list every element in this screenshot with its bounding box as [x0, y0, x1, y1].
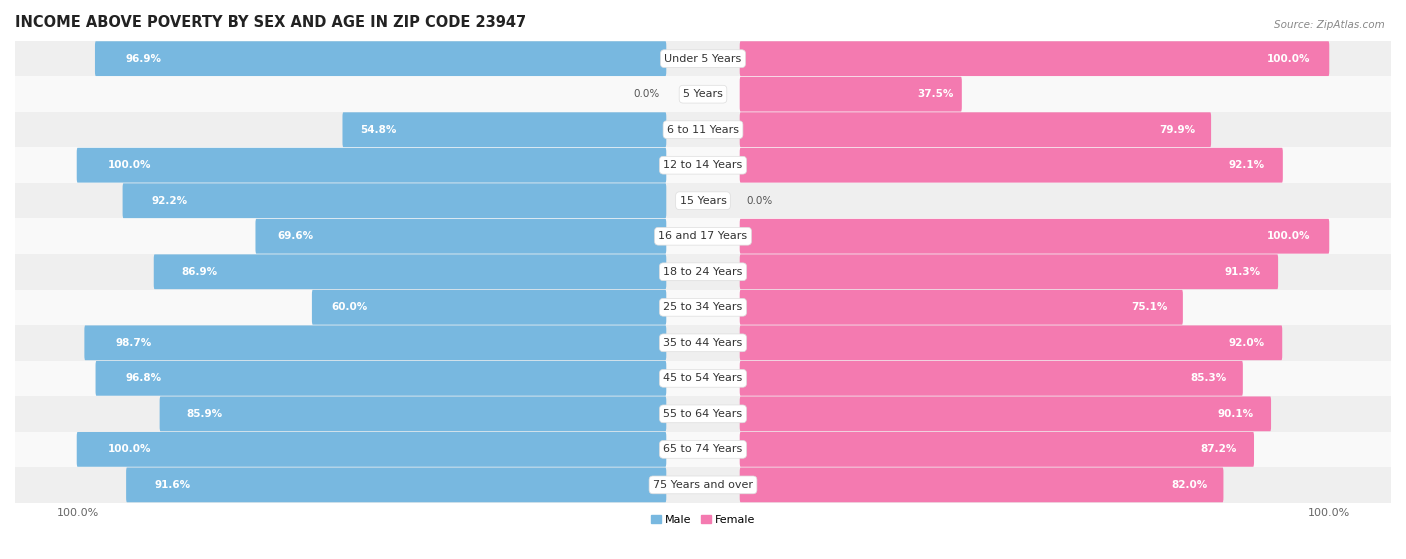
Legend: Male, Female: Male, Female — [647, 510, 759, 529]
Text: 55 to 64 Years: 55 to 64 Years — [664, 409, 742, 419]
Text: 96.8%: 96.8% — [125, 373, 162, 383]
Text: 5 Years: 5 Years — [683, 89, 723, 99]
Text: Source: ZipAtlas.com: Source: ZipAtlas.com — [1274, 20, 1385, 30]
Text: 86.9%: 86.9% — [181, 267, 217, 277]
Bar — [15, 467, 1391, 503]
Text: INCOME ABOVE POVERTY BY SEX AND AGE IN ZIP CODE 23947: INCOME ABOVE POVERTY BY SEX AND AGE IN Z… — [15, 15, 526, 30]
FancyBboxPatch shape — [77, 432, 666, 467]
Text: 25 to 34 Years: 25 to 34 Years — [664, 302, 742, 312]
Bar — [15, 396, 1391, 432]
Bar — [15, 290, 1391, 325]
Text: 98.7%: 98.7% — [115, 338, 152, 348]
Bar — [15, 325, 1391, 361]
Text: 79.9%: 79.9% — [1160, 125, 1195, 135]
Text: 90.1%: 90.1% — [1218, 409, 1254, 419]
FancyBboxPatch shape — [740, 325, 1282, 360]
Text: 92.2%: 92.2% — [152, 196, 187, 206]
FancyBboxPatch shape — [343, 112, 666, 147]
Text: 69.6%: 69.6% — [277, 231, 314, 241]
Text: 92.1%: 92.1% — [1229, 160, 1265, 170]
FancyBboxPatch shape — [84, 325, 666, 360]
Text: 37.5%: 37.5% — [917, 89, 953, 99]
Text: 75 Years and over: 75 Years and over — [652, 480, 754, 490]
FancyBboxPatch shape — [740, 219, 1329, 254]
Text: Under 5 Years: Under 5 Years — [665, 54, 741, 64]
Bar — [15, 361, 1391, 396]
Text: 75.1%: 75.1% — [1132, 302, 1168, 312]
FancyBboxPatch shape — [256, 219, 666, 254]
Text: 100.0%: 100.0% — [1267, 231, 1310, 241]
Text: 96.9%: 96.9% — [125, 54, 162, 64]
Text: 87.2%: 87.2% — [1201, 444, 1237, 454]
Text: 92.0%: 92.0% — [1229, 338, 1264, 348]
FancyBboxPatch shape — [127, 467, 666, 503]
Text: 35 to 44 Years: 35 to 44 Years — [664, 338, 742, 348]
FancyBboxPatch shape — [153, 254, 666, 289]
Bar — [15, 254, 1391, 290]
FancyBboxPatch shape — [740, 290, 1182, 325]
Text: 6 to 11 Years: 6 to 11 Years — [666, 125, 740, 135]
FancyBboxPatch shape — [740, 148, 1282, 183]
Text: 12 to 14 Years: 12 to 14 Years — [664, 160, 742, 170]
FancyBboxPatch shape — [740, 41, 1329, 76]
FancyBboxPatch shape — [740, 432, 1254, 467]
FancyBboxPatch shape — [740, 254, 1278, 289]
FancyBboxPatch shape — [96, 41, 666, 76]
FancyBboxPatch shape — [77, 148, 666, 183]
Text: 0.0%: 0.0% — [747, 196, 773, 206]
FancyBboxPatch shape — [740, 77, 962, 112]
FancyBboxPatch shape — [96, 361, 666, 396]
Bar — [15, 112, 1391, 148]
FancyBboxPatch shape — [740, 361, 1243, 396]
FancyBboxPatch shape — [740, 467, 1223, 503]
Bar — [15, 41, 1391, 77]
Text: 15 Years: 15 Years — [679, 196, 727, 206]
Text: 91.6%: 91.6% — [155, 480, 191, 490]
FancyBboxPatch shape — [740, 112, 1211, 147]
Bar — [15, 432, 1391, 467]
FancyBboxPatch shape — [160, 396, 666, 431]
FancyBboxPatch shape — [740, 396, 1271, 431]
Text: 65 to 74 Years: 65 to 74 Years — [664, 444, 742, 454]
Text: 100.0%: 100.0% — [108, 444, 152, 454]
Text: 60.0%: 60.0% — [332, 302, 367, 312]
Text: 85.3%: 85.3% — [1189, 373, 1226, 383]
Text: 91.3%: 91.3% — [1225, 267, 1260, 277]
Text: 100.0%: 100.0% — [1267, 54, 1310, 64]
Text: 85.9%: 85.9% — [187, 409, 222, 419]
FancyBboxPatch shape — [122, 183, 666, 218]
Text: 82.0%: 82.0% — [1171, 480, 1208, 490]
Bar — [15, 219, 1391, 254]
Bar — [15, 77, 1391, 112]
Text: 18 to 24 Years: 18 to 24 Years — [664, 267, 742, 277]
Text: 54.8%: 54.8% — [360, 125, 396, 135]
FancyBboxPatch shape — [312, 290, 666, 325]
Bar — [15, 183, 1391, 219]
Text: 100.0%: 100.0% — [108, 160, 152, 170]
Text: 45 to 54 Years: 45 to 54 Years — [664, 373, 742, 383]
Text: 0.0%: 0.0% — [633, 89, 659, 99]
Bar — [15, 148, 1391, 183]
Text: 16 and 17 Years: 16 and 17 Years — [658, 231, 748, 241]
